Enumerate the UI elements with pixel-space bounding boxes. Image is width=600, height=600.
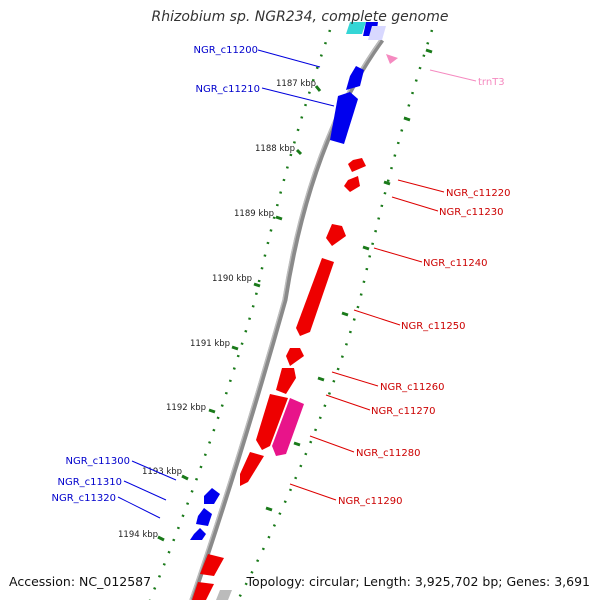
genes-label: Genes: (506, 574, 551, 589)
major-tick (403, 116, 411, 122)
major-tick (314, 85, 322, 92)
gene-label[interactable]: NGR_c11220 (446, 188, 511, 199)
genes-value: 3,691 (554, 574, 590, 589)
gene-feature-reverse[interactable] (344, 176, 360, 192)
gene-label[interactable]: NGR_c11280 (356, 448, 421, 459)
major-tick (157, 535, 165, 542)
accession-value: NC_012587 (79, 574, 152, 589)
gene-label[interactable]: NGR_c11310 (58, 477, 123, 488)
gene-feature-pseudo[interactable] (272, 398, 304, 456)
feature-gray[interactable] (216, 590, 232, 600)
major-tick (208, 408, 216, 414)
feature-cyan[interactable] (346, 22, 366, 34)
tick-label: 1190 kbp (212, 274, 252, 284)
gene-label[interactable]: NGR_c11210 (196, 84, 261, 95)
length-value: 3,925,702 bp (414, 574, 499, 589)
gene-leader-line (117, 496, 161, 519)
gene-feature-forward[interactable] (330, 92, 358, 144)
gene-feature-reverse[interactable] (326, 224, 346, 246)
gene-leader-line (123, 480, 167, 501)
major-tick (295, 148, 303, 156)
gene-leader-line (261, 87, 335, 107)
gene-feature-reverse[interactable] (240, 452, 264, 486)
gene-feature-reverse[interactable] (192, 582, 214, 600)
tick-label: 1194 kbp (118, 530, 158, 540)
topology-label: Topology: (246, 574, 306, 589)
gene-label[interactable]: NGR_c11200 (194, 45, 259, 56)
gene-leader-line (331, 371, 379, 387)
tick-label: 1193 kbp (142, 467, 182, 477)
gene-feature-reverse[interactable] (276, 368, 296, 394)
major-tick (265, 506, 273, 512)
gene-feature-reverse[interactable] (286, 348, 304, 366)
tick-label: 1191 kbp (190, 339, 230, 349)
major-tick (231, 345, 239, 351)
major-tick (383, 180, 391, 186)
major-tick (425, 48, 433, 54)
gene-feature-reverse[interactable] (256, 394, 288, 450)
gene-leader-line (131, 460, 177, 481)
length-label: Length: (363, 574, 411, 589)
trna-feature[interactable] (386, 54, 398, 64)
gene-leader-line (397, 179, 445, 193)
gene-leader-line (289, 483, 337, 501)
gene-label[interactable]: NGR_c11240 (423, 258, 488, 269)
gene-label[interactable]: NGR_c11300 (66, 456, 131, 467)
major-tick (275, 215, 283, 221)
genome-title: Rhizobium sp. NGR234, complete genome (151, 9, 449, 25)
major-tick (317, 376, 325, 382)
major-tick (362, 245, 370, 251)
gene-label[interactable]: NGR_c11230 (439, 207, 504, 218)
major-tick (181, 474, 189, 481)
gene-feature-forward[interactable] (196, 508, 212, 526)
gene-feature-reverse[interactable] (296, 258, 334, 336)
gene-label[interactable]: NGR_c11270 (371, 406, 436, 417)
major-ticks (157, 48, 433, 542)
major-tick (341, 311, 349, 317)
gene-label[interactable]: NGR_c11260 (380, 382, 445, 393)
tick-label: 1192 kbp (166, 403, 206, 413)
gene-leader-line (353, 309, 401, 326)
major-tick (253, 282, 261, 288)
genome-backbone-highlight (189, 39, 381, 600)
gene-leader-line (257, 49, 321, 68)
gene-leader-line (391, 196, 439, 212)
topology-value: circular (309, 574, 356, 589)
gene-label[interactable]: NGR_c11320 (52, 493, 117, 504)
genome-summary: Topology: circular; Length: 3,925,702 bp… (247, 574, 590, 589)
gene-label[interactable]: NGR_c11290 (338, 496, 403, 507)
accession-label: Accession: (9, 574, 76, 589)
tick-label: 1188 kbp (255, 144, 295, 154)
accession-info: Accession: NC_012587 (9, 574, 151, 589)
gene-feature-reverse[interactable] (200, 554, 224, 576)
gene-feature-forward[interactable] (204, 488, 220, 504)
gene-label[interactable]: NGR_c11250 (401, 321, 466, 332)
separator: ; (498, 574, 503, 589)
gene-feature-forward[interactable] (346, 66, 364, 90)
gene-leader-line (429, 69, 477, 82)
gene-leader-line (373, 247, 423, 263)
gene-feature-reverse[interactable] (348, 158, 366, 172)
gene-feature-forward[interactable] (190, 528, 206, 540)
tick-label: 1189 kbp (234, 209, 274, 219)
gene-leader-line (325, 394, 371, 411)
gene-label[interactable]: trnT3 (478, 77, 505, 88)
feature-light[interactable] (368, 26, 386, 40)
separator: ; (355, 574, 360, 589)
major-tick (293, 441, 301, 447)
gene-leader-line (309, 435, 355, 453)
inner-tick-ring (148, 29, 332, 600)
tick-label: 1187 kbp (276, 79, 316, 89)
